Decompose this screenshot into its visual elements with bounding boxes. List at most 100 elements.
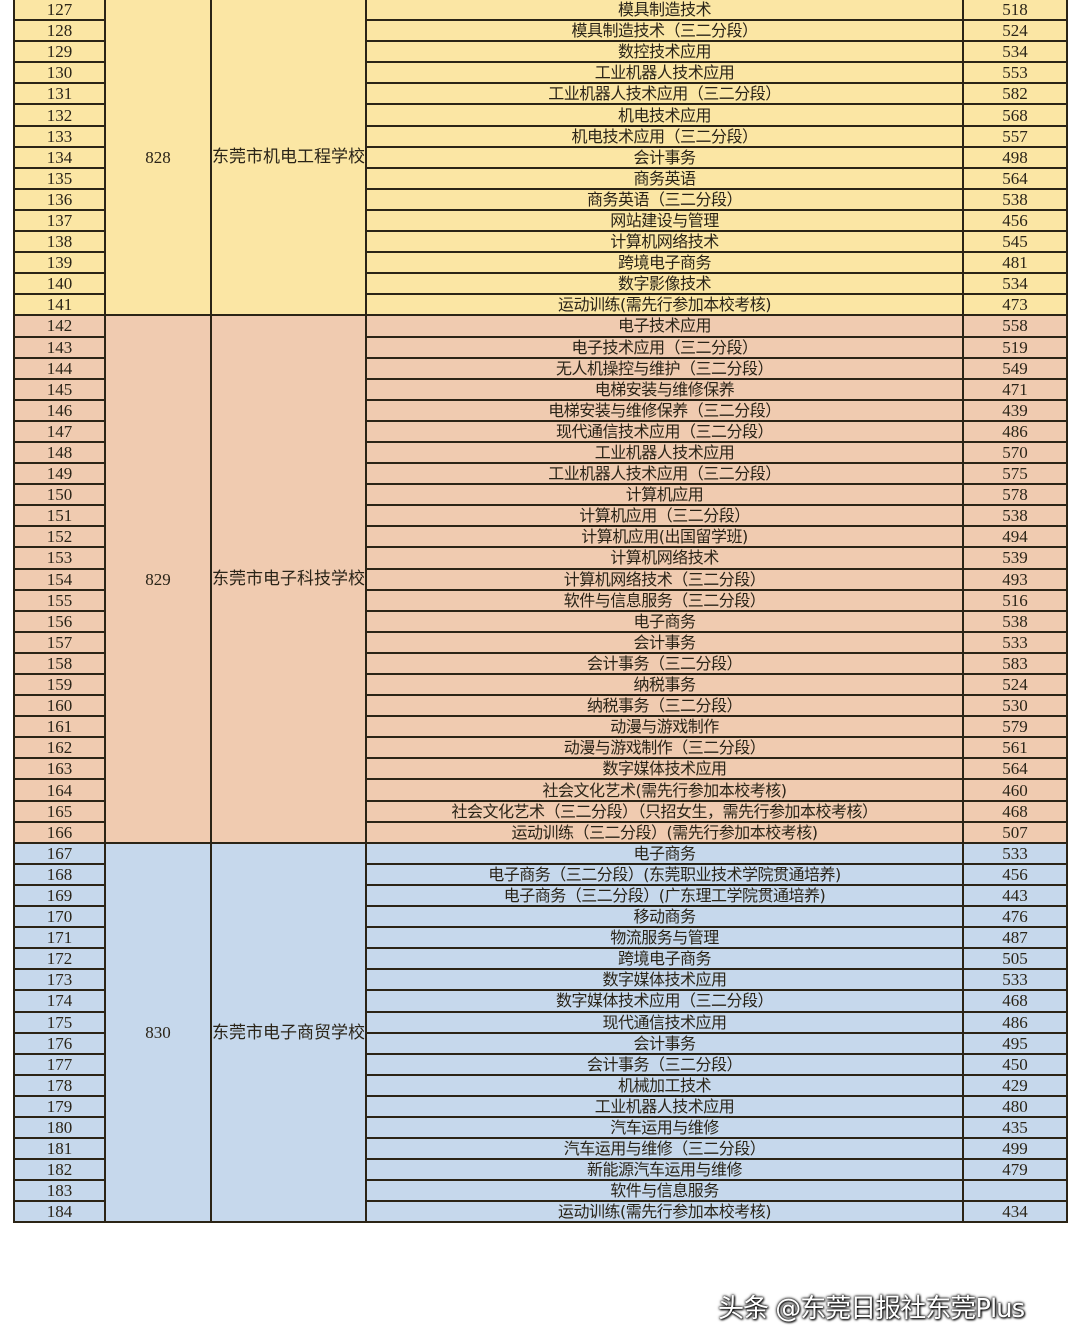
score-cell: 553 bbox=[962, 61, 1068, 85]
major-name-cell: 数字媒体技术应用（三二分段） bbox=[365, 989, 964, 1013]
score-cell: 439 bbox=[962, 398, 1068, 422]
row-number-cell: 165 bbox=[13, 799, 106, 823]
row-number-cell: 174 bbox=[13, 989, 106, 1013]
table-row: 155 软件与信息服务（三二分段） 516 bbox=[13, 588, 1068, 612]
score-cell: 533 bbox=[962, 630, 1068, 654]
row-number-cell: 161 bbox=[13, 715, 106, 739]
row-number-cell: 176 bbox=[13, 1031, 106, 1055]
row-number-cell: 129 bbox=[13, 40, 106, 64]
row-number-cell: 170 bbox=[13, 905, 106, 929]
score-cell: 516 bbox=[962, 588, 1068, 612]
table-row: 161 动漫与游戏制作 579 bbox=[13, 715, 1068, 739]
table-row: 175 现代通信技术应用 486 bbox=[13, 1010, 1068, 1034]
table-row: 143 电子技术应用（三二分段） 519 bbox=[13, 335, 1068, 359]
table-row: 145 电梯安装与维修保养 471 bbox=[13, 377, 1068, 401]
major-name-cell: 工业机器人技术应用 bbox=[365, 440, 964, 465]
score-cell: 481 bbox=[962, 251, 1068, 275]
table-row: 131 工业机器人技术应用（三二分段） 582 bbox=[13, 82, 1068, 106]
row-number-cell: 166 bbox=[13, 820, 106, 844]
table-row: 171 物流服务与管理 487 bbox=[13, 926, 1068, 950]
score-cell: 429 bbox=[962, 1073, 1068, 1097]
major-name-cell: 软件与信息服务 bbox=[365, 1179, 964, 1203]
major-name-cell: 动漫与游戏制作 bbox=[365, 715, 964, 739]
row-number-cell: 159 bbox=[13, 672, 106, 697]
row-number-cell: 154 bbox=[13, 567, 106, 591]
major-name-cell: 现代通信技术应用（三二分段） bbox=[365, 419, 964, 443]
table-row: 174 数字媒体技术应用（三二分段） 468 bbox=[13, 989, 1068, 1013]
table-row: 173 数字媒体技术应用 533 bbox=[13, 968, 1068, 992]
major-name-cell: 计算机网络技术 bbox=[365, 546, 964, 570]
major-name-cell: 数字媒体技术应用 bbox=[365, 757, 964, 781]
table-row: 176 会计事务 495 bbox=[13, 1031, 1068, 1055]
score-cell: 486 bbox=[962, 1010, 1068, 1034]
table-row: 162 动漫与游戏制作（三二分段） 561 bbox=[13, 736, 1068, 760]
row-number-cell: 162 bbox=[13, 736, 106, 760]
major-name-cell: 电子商务 bbox=[365, 609, 964, 633]
score-cell: 518 bbox=[962, 0, 1068, 22]
major-name-cell: 会计事务（三二分段） bbox=[365, 651, 964, 676]
row-number-cell: 151 bbox=[13, 504, 106, 528]
row-number-cell: 137 bbox=[13, 208, 106, 233]
table-row: 168 电子商务（三二分段）(东莞职业技术学院贯通培养) 456 bbox=[13, 862, 1068, 886]
major-name-cell: 电子商务 bbox=[365, 841, 964, 865]
major-name-cell: 动漫与游戏制作（三二分段） bbox=[365, 736, 964, 760]
major-name-cell: 电梯安装与维修保养 bbox=[365, 377, 964, 401]
row-number-cell: 179 bbox=[13, 1094, 106, 1118]
score-cell: 519 bbox=[962, 335, 1068, 359]
table-row: 151 计算机应用（三二分段） 538 bbox=[13, 504, 1068, 528]
score-cell: 524 bbox=[962, 672, 1068, 697]
major-name-cell: 模具制造技术（三二分段） bbox=[365, 19, 964, 43]
table-row: 163 数字媒体技术应用 564 bbox=[13, 757, 1068, 781]
table-row: 149 工业机器人技术应用（三二分段） 575 bbox=[13, 462, 1068, 486]
row-number-cell: 181 bbox=[13, 1137, 106, 1161]
score-cell: 533 bbox=[962, 968, 1068, 992]
school-name-cell: 东莞市机电工程学校 bbox=[210, 0, 367, 317]
score-cell: 538 bbox=[962, 609, 1068, 633]
major-name-cell: 计算机应用 bbox=[365, 483, 964, 507]
row-number-cell: 131 bbox=[13, 82, 106, 106]
major-name-cell: 机械加工技术 bbox=[365, 1073, 964, 1097]
row-number-cell: 163 bbox=[13, 757, 106, 781]
table-body: 127 828 东莞市机电工程学校 模具制造技术 518 128 模具制造技术（三二分段） 5… bbox=[13, 0, 1068, 1224]
row-number-cell: 135 bbox=[13, 166, 106, 190]
table-row: 137 网站建设与管理 456 bbox=[13, 208, 1068, 233]
table-row: 146 电梯安装与维修保养（三二分段） 439 bbox=[13, 398, 1068, 422]
school-name-cell: 东莞市电子科技学校 bbox=[210, 314, 367, 844]
score-cell: 495 bbox=[962, 1031, 1068, 1055]
table-row: 139 跨境电子商务 481 bbox=[13, 251, 1068, 275]
score-cell: 507 bbox=[962, 820, 1068, 844]
table-row: 133 机电技术应用（三二分段） 557 bbox=[13, 124, 1068, 148]
score-cell: 473 bbox=[962, 293, 1068, 317]
table-row: 182 新能源汽车运用与维修 479 bbox=[13, 1158, 1068, 1182]
table-row: 172 跨境电子商务 505 bbox=[13, 947, 1068, 971]
table-row: 144 无人机操控与维护（三二分段） 549 bbox=[13, 356, 1068, 380]
table-row: 177 会计事务（三二分段） 450 bbox=[13, 1052, 1068, 1076]
table-row: 153 计算机网络技术 539 bbox=[13, 546, 1068, 570]
row-number-cell: 183 bbox=[13, 1179, 106, 1203]
major-name-cell: 运动训练(需先行参加本校考核) bbox=[365, 293, 964, 317]
row-number-cell: 150 bbox=[13, 483, 106, 507]
table-row: 179 工业机器人技术应用 480 bbox=[13, 1094, 1068, 1118]
score-cell: 471 bbox=[962, 377, 1068, 401]
major-name-cell: 跨境电子商务 bbox=[365, 251, 964, 275]
score-cell: 524 bbox=[962, 19, 1068, 43]
score-cell: 533 bbox=[962, 841, 1068, 865]
score-cell: 564 bbox=[962, 757, 1068, 781]
major-name-cell: 电子技术应用（三二分段） bbox=[365, 335, 964, 359]
major-name-cell: 社会文化艺术（三二分段）（只招女生，需先行参加本校考核） bbox=[365, 799, 964, 823]
row-number-cell: 175 bbox=[13, 1010, 106, 1034]
score-cell: 583 bbox=[962, 651, 1068, 676]
row-number-cell: 171 bbox=[13, 926, 106, 950]
score-cell: 534 bbox=[962, 272, 1068, 296]
score-cell: 578 bbox=[962, 483, 1068, 507]
major-name-cell: 电子商务（三二分段）(广东理工学院贯通培养) bbox=[365, 883, 964, 908]
major-name-cell: 计算机网络技术 bbox=[365, 230, 964, 254]
major-name-cell: 计算机应用（三二分段） bbox=[365, 504, 964, 528]
score-cell: 538 bbox=[962, 504, 1068, 528]
score-cell: 487 bbox=[962, 926, 1068, 950]
row-number-cell: 157 bbox=[13, 630, 106, 654]
row-number-cell: 130 bbox=[13, 61, 106, 85]
score-cell: 476 bbox=[962, 905, 1068, 929]
table-row: 178 机械加工技术 429 bbox=[13, 1073, 1068, 1097]
score-cell: 539 bbox=[962, 546, 1068, 570]
